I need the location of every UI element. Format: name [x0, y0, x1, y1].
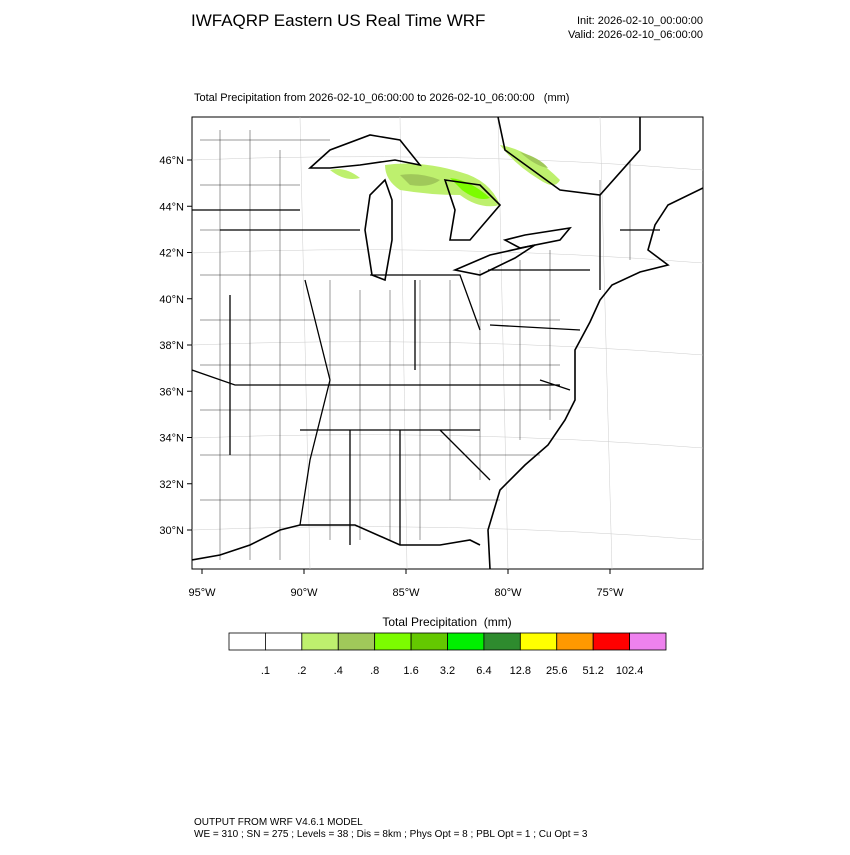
lat-label: 32°N — [159, 479, 184, 491]
colorbar-box — [447, 632, 485, 651]
colorbar-label: 3.2 — [440, 665, 455, 677]
precip-area — [450, 178, 490, 199]
lat-label: 44°N — [159, 201, 184, 213]
colorbar-box — [301, 632, 339, 651]
map-subtitle: Total Precipitation from 2026-02-10_06:0… — [194, 92, 569, 104]
colorbar-box — [519, 632, 558, 651]
colorbar-label: 102.4 — [616, 665, 644, 677]
lon-label: 80°W — [494, 587, 522, 599]
colorbar-box — [337, 632, 376, 651]
colorbar-box — [556, 632, 594, 651]
lat-label: 46°N — [159, 155, 184, 167]
colorbar-label: .2 — [297, 665, 306, 677]
colorbar-label: 1.6 — [403, 665, 418, 677]
colorbar-title: Total Precipitation (mm) — [382, 615, 511, 629]
footer-line: WE = 310 ; SN = 275 ; Levels = 38 ; Dis … — [194, 829, 588, 840]
lon-label: 95°W — [188, 587, 216, 599]
colorbar-box — [228, 632, 266, 651]
lat-label: 30°N — [159, 525, 184, 537]
lat-label: 36°N — [159, 386, 184, 398]
lon-label: 85°W — [392, 587, 420, 599]
colorbar-label: 12.8 — [510, 665, 531, 677]
lat-label: 42°N — [159, 248, 184, 260]
valid-time: Valid: 2026-02-10_06:00:00 — [568, 29, 703, 41]
colorbar-label: 51.2 — [582, 665, 603, 677]
colorbar-box — [592, 632, 630, 651]
lon-label: 75°W — [596, 587, 624, 599]
colorbar-box — [374, 632, 412, 651]
colorbar-box — [265, 632, 303, 651]
colorbar-box — [629, 632, 667, 651]
title: IWFAQRP Eastern US Real Time WRF — [191, 11, 485, 30]
footer-line: OUTPUT FROM WRF V4.6.1 MODEL — [194, 817, 363, 828]
lat-label: 34°N — [159, 433, 184, 445]
colorbar-label: 25.6 — [546, 665, 567, 677]
colorbar-box — [410, 632, 448, 651]
lat-label: 40°N — [159, 294, 184, 306]
precip-area — [330, 169, 360, 179]
init-time: Init: 2026-02-10_00:00:00 — [577, 15, 703, 27]
colorbar: .1 .2 .4 .8 1.6 3.2 6.4 12.8 25.6 51.2 102.4 — [228, 632, 667, 677]
lat-labels: 46°N 44°N 42°N 40°N 38°N 36°N 34°N 32°N 30°N — [159, 155, 192, 537]
lat-label: 38°N — [159, 340, 184, 352]
colorbar-label: 6.4 — [476, 665, 491, 677]
colorbar-label: .1 — [261, 665, 270, 677]
colorbar-label: .4 — [334, 665, 343, 677]
precip-area — [400, 174, 440, 186]
lon-labels: 95°W 90°W 85°W 80°W 75°W — [188, 569, 624, 599]
lon-label: 90°W — [290, 587, 318, 599]
precip-area — [520, 152, 548, 168]
colorbar-box — [483, 632, 521, 651]
colorbar-label: .8 — [370, 665, 379, 677]
precip-area — [500, 145, 560, 185]
map — [191, 116, 704, 570]
